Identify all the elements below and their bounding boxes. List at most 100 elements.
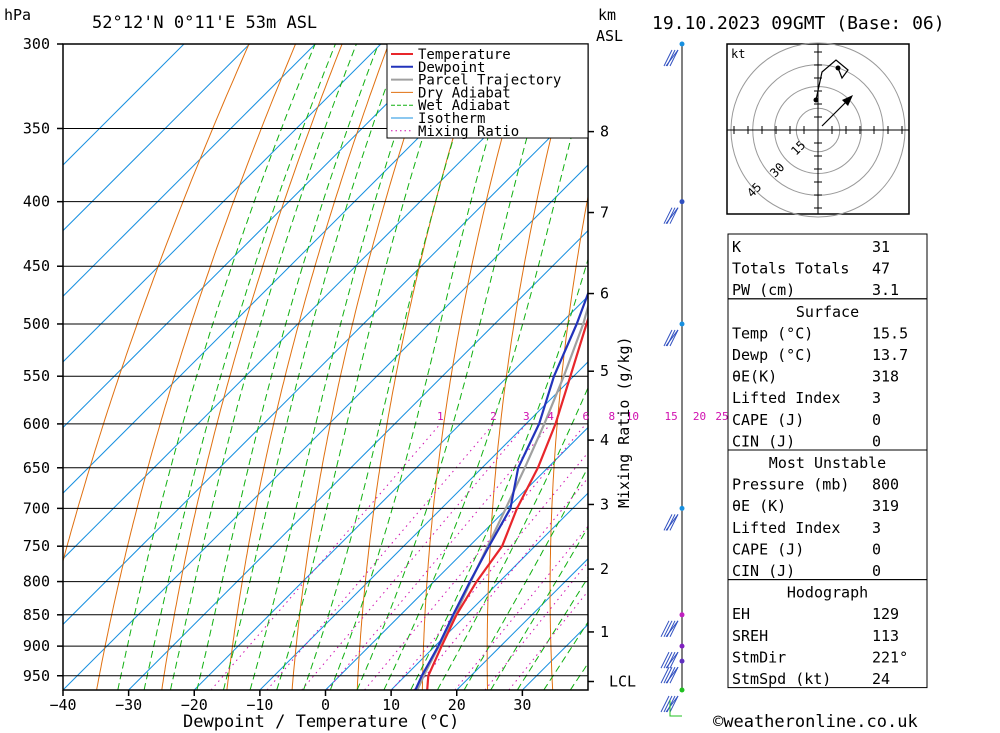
table-row-label: Totals Totals [732,260,849,278]
mixing-ratio-value: 8 [608,410,615,423]
credit-text: ©weatheronline.co.uk [713,712,918,732]
wind-level-dot [679,687,685,693]
dry-adiabat-line [96,44,296,690]
wind-level-dot [679,658,685,664]
table-row-value: 113 [872,627,899,645]
wet-adiabat-line [490,526,588,690]
isotherm-line [259,361,588,690]
pressure-tick-label: 750 [23,537,50,555]
legend-label: Dewpoint [418,60,485,76]
wind-barb [660,666,670,684]
isotherm-line [63,44,447,429]
table-row-label: Pressure (mb) [732,476,849,494]
wet-adiabat-line [249,44,427,690]
altitude-tick-label: LCL [609,673,636,691]
table-row-label: Lifted Index [732,519,840,537]
x-tick-label: 0 [321,696,330,714]
wind-barb [669,666,679,684]
mixing-ratio-value: 25 [715,410,728,423]
table-row-label: StmSpd (kt) [732,670,831,688]
wind-barb [663,666,673,684]
altitude-tick-label: 8 [600,123,609,141]
mixing-ratio-labels: 1 2 3 4 6 8 10 15 20 25 [437,410,729,423]
pressure-tick-label: 400 [23,193,50,211]
dry-adiabat-line [549,194,588,690]
temperature-line [426,315,588,690]
isobars [57,43,588,677]
dry-adiabat-line [63,44,250,563]
pressure-tick-label: 450 [23,257,50,275]
legend-label: Temperature [418,47,511,63]
hodograph-point [813,97,819,103]
table-row-label: Temp (°C) [732,324,813,342]
mixing-ratio-value: 15 [665,410,678,423]
wind-barb [660,620,670,638]
pressure-tick-label: 350 [23,119,50,137]
table-row-label: K [732,238,741,256]
mixing-ratio-value: 1 [437,410,444,423]
isotherm-line [63,164,588,690]
datetime-label: 19.10.2023 09GMT (Base: 06) [652,13,945,34]
mixing-ratio-line [484,561,588,690]
table-row-value: 318 [872,368,899,386]
hodograph-trace [815,59,849,101]
x-tick-label: −40 [49,696,76,714]
x-tick-label: 20 [448,696,466,714]
wet-adiabat-line [383,71,588,690]
altitude-tick-label: 6 [600,285,609,303]
mixing-ratio-line [454,525,588,690]
table-row-value: 0 [872,432,881,450]
pressure-tick-label: 900 [23,637,50,655]
mixing-ratio-value: 6 [583,410,590,423]
pressure-axis: 300 350 400 450 500 550 600 650 700 750 800 850 900 9… [23,35,50,685]
table-row-label: Lifted Index [732,389,840,407]
dry-adiabat-line [291,44,436,690]
profile-lines [414,290,588,690]
dry-adiabat-line [486,44,576,690]
pressure-tick-label: 550 [23,367,50,385]
pressure-tick-label: 600 [23,415,50,433]
temperature-axis: −40 −30 −20 −10 0 10 20 30 [49,690,531,714]
wind-barb [663,329,673,347]
legend-label: Isotherm [418,111,485,127]
table-row-label: θE(K) [732,368,777,386]
altitude-tick-label: 2 [600,560,609,578]
mixing-ratio-axis-title: Mixing Ratio (g/kg) [615,336,633,508]
wind-profile [660,41,685,717]
legend-label: Parcel Trajectory [418,73,561,89]
table-row-value: 0 [872,562,881,580]
x-tick-label: −20 [181,696,208,714]
mixing-ratio-line [413,477,588,690]
mixing-ratio-value: 20 [693,410,706,423]
x-tick-label: 10 [382,696,400,714]
wind-barb-shaft [665,666,679,684]
mixing-ratio-value: 2 [490,410,497,423]
wind-barb [669,695,679,713]
wind-barb [663,651,673,669]
table-row-label: θE (K) [732,497,786,515]
table-row-value: 13.7 [872,346,908,364]
dry-adiabat-line [421,44,529,690]
table-row-value: 47 [872,260,890,278]
wind-barb [669,651,679,669]
isotherm-line [193,295,588,690]
isotherm-line [63,98,588,626]
index-tables: K 31 Totals Totals 47 PW (cm) 3.1 Surface Temp … [727,233,928,689]
table-row-label: CAPE (J) [732,411,804,429]
isotherm-line [63,44,513,494]
wet-adiabat-line [276,44,454,690]
table-row-value: 221° [872,648,908,666]
wind-barb-shaft [665,620,679,638]
table-row-value: 3 [872,519,881,537]
wind-barb-shaft [665,49,679,67]
table-row-value: 3.1 [872,281,899,299]
mixing-ratio-value: 10 [626,410,639,423]
isotherm-line [63,44,382,363]
x-tick-label: −30 [115,696,142,714]
isotherm-line [63,44,250,232]
table-row-value: 15.5 [872,324,908,342]
pressure-tick-label: 500 [23,315,50,333]
wet-adiabat-line [196,44,379,690]
